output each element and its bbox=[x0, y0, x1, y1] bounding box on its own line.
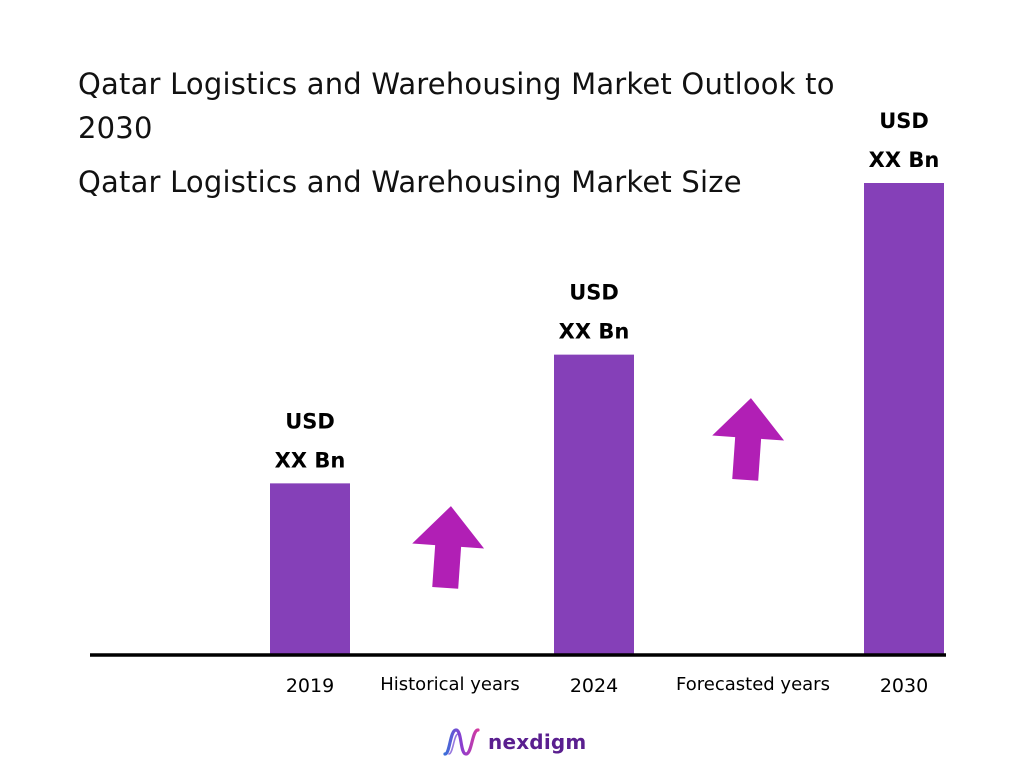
bar-2019 bbox=[270, 483, 350, 655]
nexdigm-wave-icon bbox=[443, 728, 480, 756]
trend-arrow-up-icon bbox=[712, 398, 785, 481]
period-label-historical: Historical years bbox=[380, 674, 520, 695]
x-tick-label-2019: 2019 bbox=[286, 675, 334, 697]
bar-2030 bbox=[864, 183, 944, 655]
x-tick-label-2030: 2030 bbox=[880, 675, 928, 697]
trend-arrow-shape bbox=[712, 398, 785, 481]
value-label-2019-amount: XX Bn bbox=[275, 448, 346, 472]
value-label-2024-unit: USD bbox=[569, 281, 619, 305]
trend-arrow-up-icon bbox=[412, 506, 485, 589]
chart-title: Qatar Logistics and Warehousing Market O… bbox=[78, 67, 835, 145]
nexdigm-logo: nexdigm bbox=[442, 724, 586, 760]
period-label-forecasted: Forecasted years bbox=[676, 674, 830, 695]
value-label-2030-amount: XX Bn bbox=[869, 148, 940, 172]
x-tick-label-2024: 2024 bbox=[570, 675, 618, 697]
value-label-2030-unit: USD bbox=[879, 109, 929, 133]
logo-text: nexdigm bbox=[488, 730, 587, 754]
trend-arrow-shape bbox=[412, 506, 485, 589]
chart-subtitle: Qatar Logistics and Warehousing Market S… bbox=[78, 165, 742, 199]
value-label-2024-amount: XX Bn bbox=[559, 320, 630, 344]
bar-2024 bbox=[554, 354, 634, 655]
value-label-2019-unit: USD bbox=[285, 409, 335, 433]
